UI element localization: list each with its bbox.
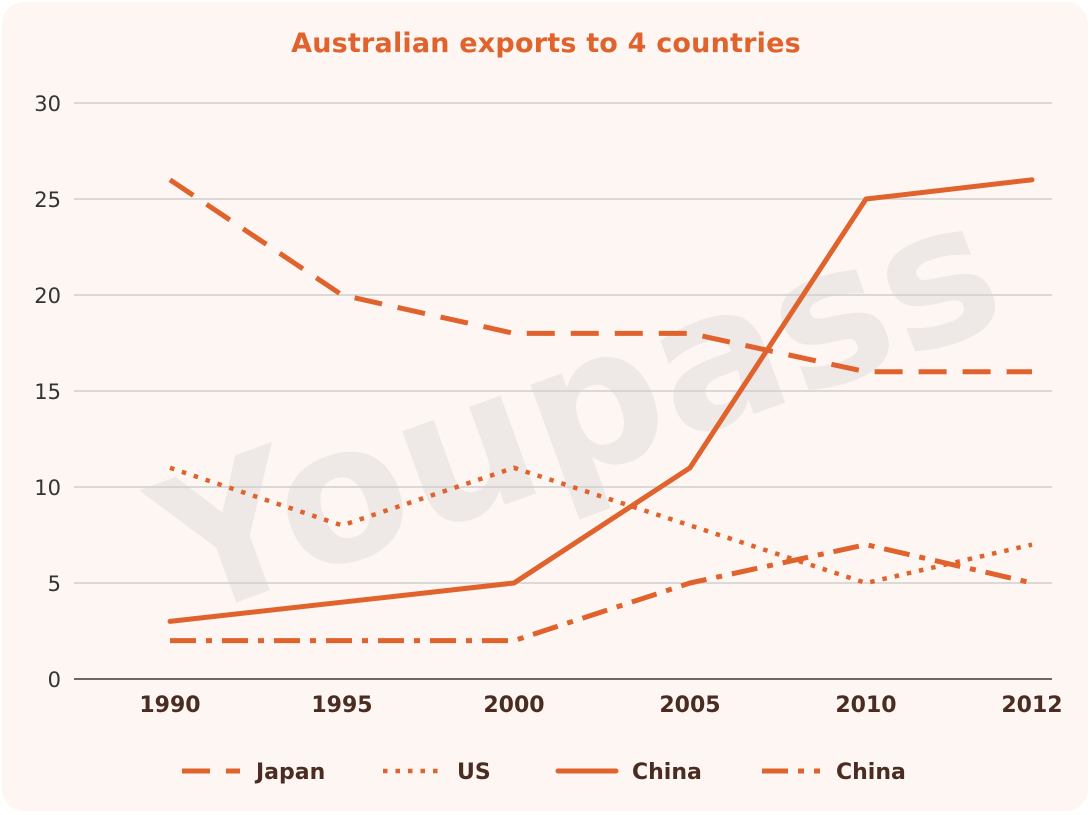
grid bbox=[74, 102, 1052, 584]
series-line-dash-dot bbox=[170, 542, 1033, 644]
series-line-dashed bbox=[168, 177, 1032, 375]
y-tick-label: 20 bbox=[34, 284, 61, 308]
x-tick-label: 2012 bbox=[1001, 693, 1062, 718]
chart-title: Australian exports to 4 countries bbox=[291, 28, 801, 59]
y-tick-label: 5 bbox=[48, 572, 61, 596]
axes: 0 5 10 15 20 25 30 1990 1995 2000 2005 2010 2012 bbox=[34, 92, 1062, 718]
series bbox=[167, 177, 1035, 644]
x-tick-label: 2010 bbox=[835, 693, 896, 718]
y-tick-label: 0 bbox=[48, 668, 61, 692]
x-tick-label: 2000 bbox=[483, 693, 544, 718]
legend-label: US bbox=[457, 760, 491, 785]
y-tick-label: 30 bbox=[34, 92, 61, 116]
series-line-solid bbox=[167, 177, 1035, 624]
x-tick-label: 1995 bbox=[311, 693, 372, 718]
series-line-dotted bbox=[169, 465, 1033, 586]
legend-label: China bbox=[836, 760, 906, 785]
legend-label: China bbox=[632, 760, 702, 785]
y-tick-label: 10 bbox=[34, 476, 61, 500]
watermark: Youpass bbox=[126, 155, 1027, 663]
y-tick-label: 15 bbox=[34, 380, 61, 404]
y-tick-label: 25 bbox=[34, 188, 61, 212]
x-tick-label: 2005 bbox=[659, 693, 720, 718]
legend: Japan US China China bbox=[182, 760, 906, 785]
x-tick-label: 1990 bbox=[139, 693, 200, 718]
watermark-text: Youpass bbox=[126, 155, 1027, 663]
legend-label: Japan bbox=[254, 760, 325, 785]
